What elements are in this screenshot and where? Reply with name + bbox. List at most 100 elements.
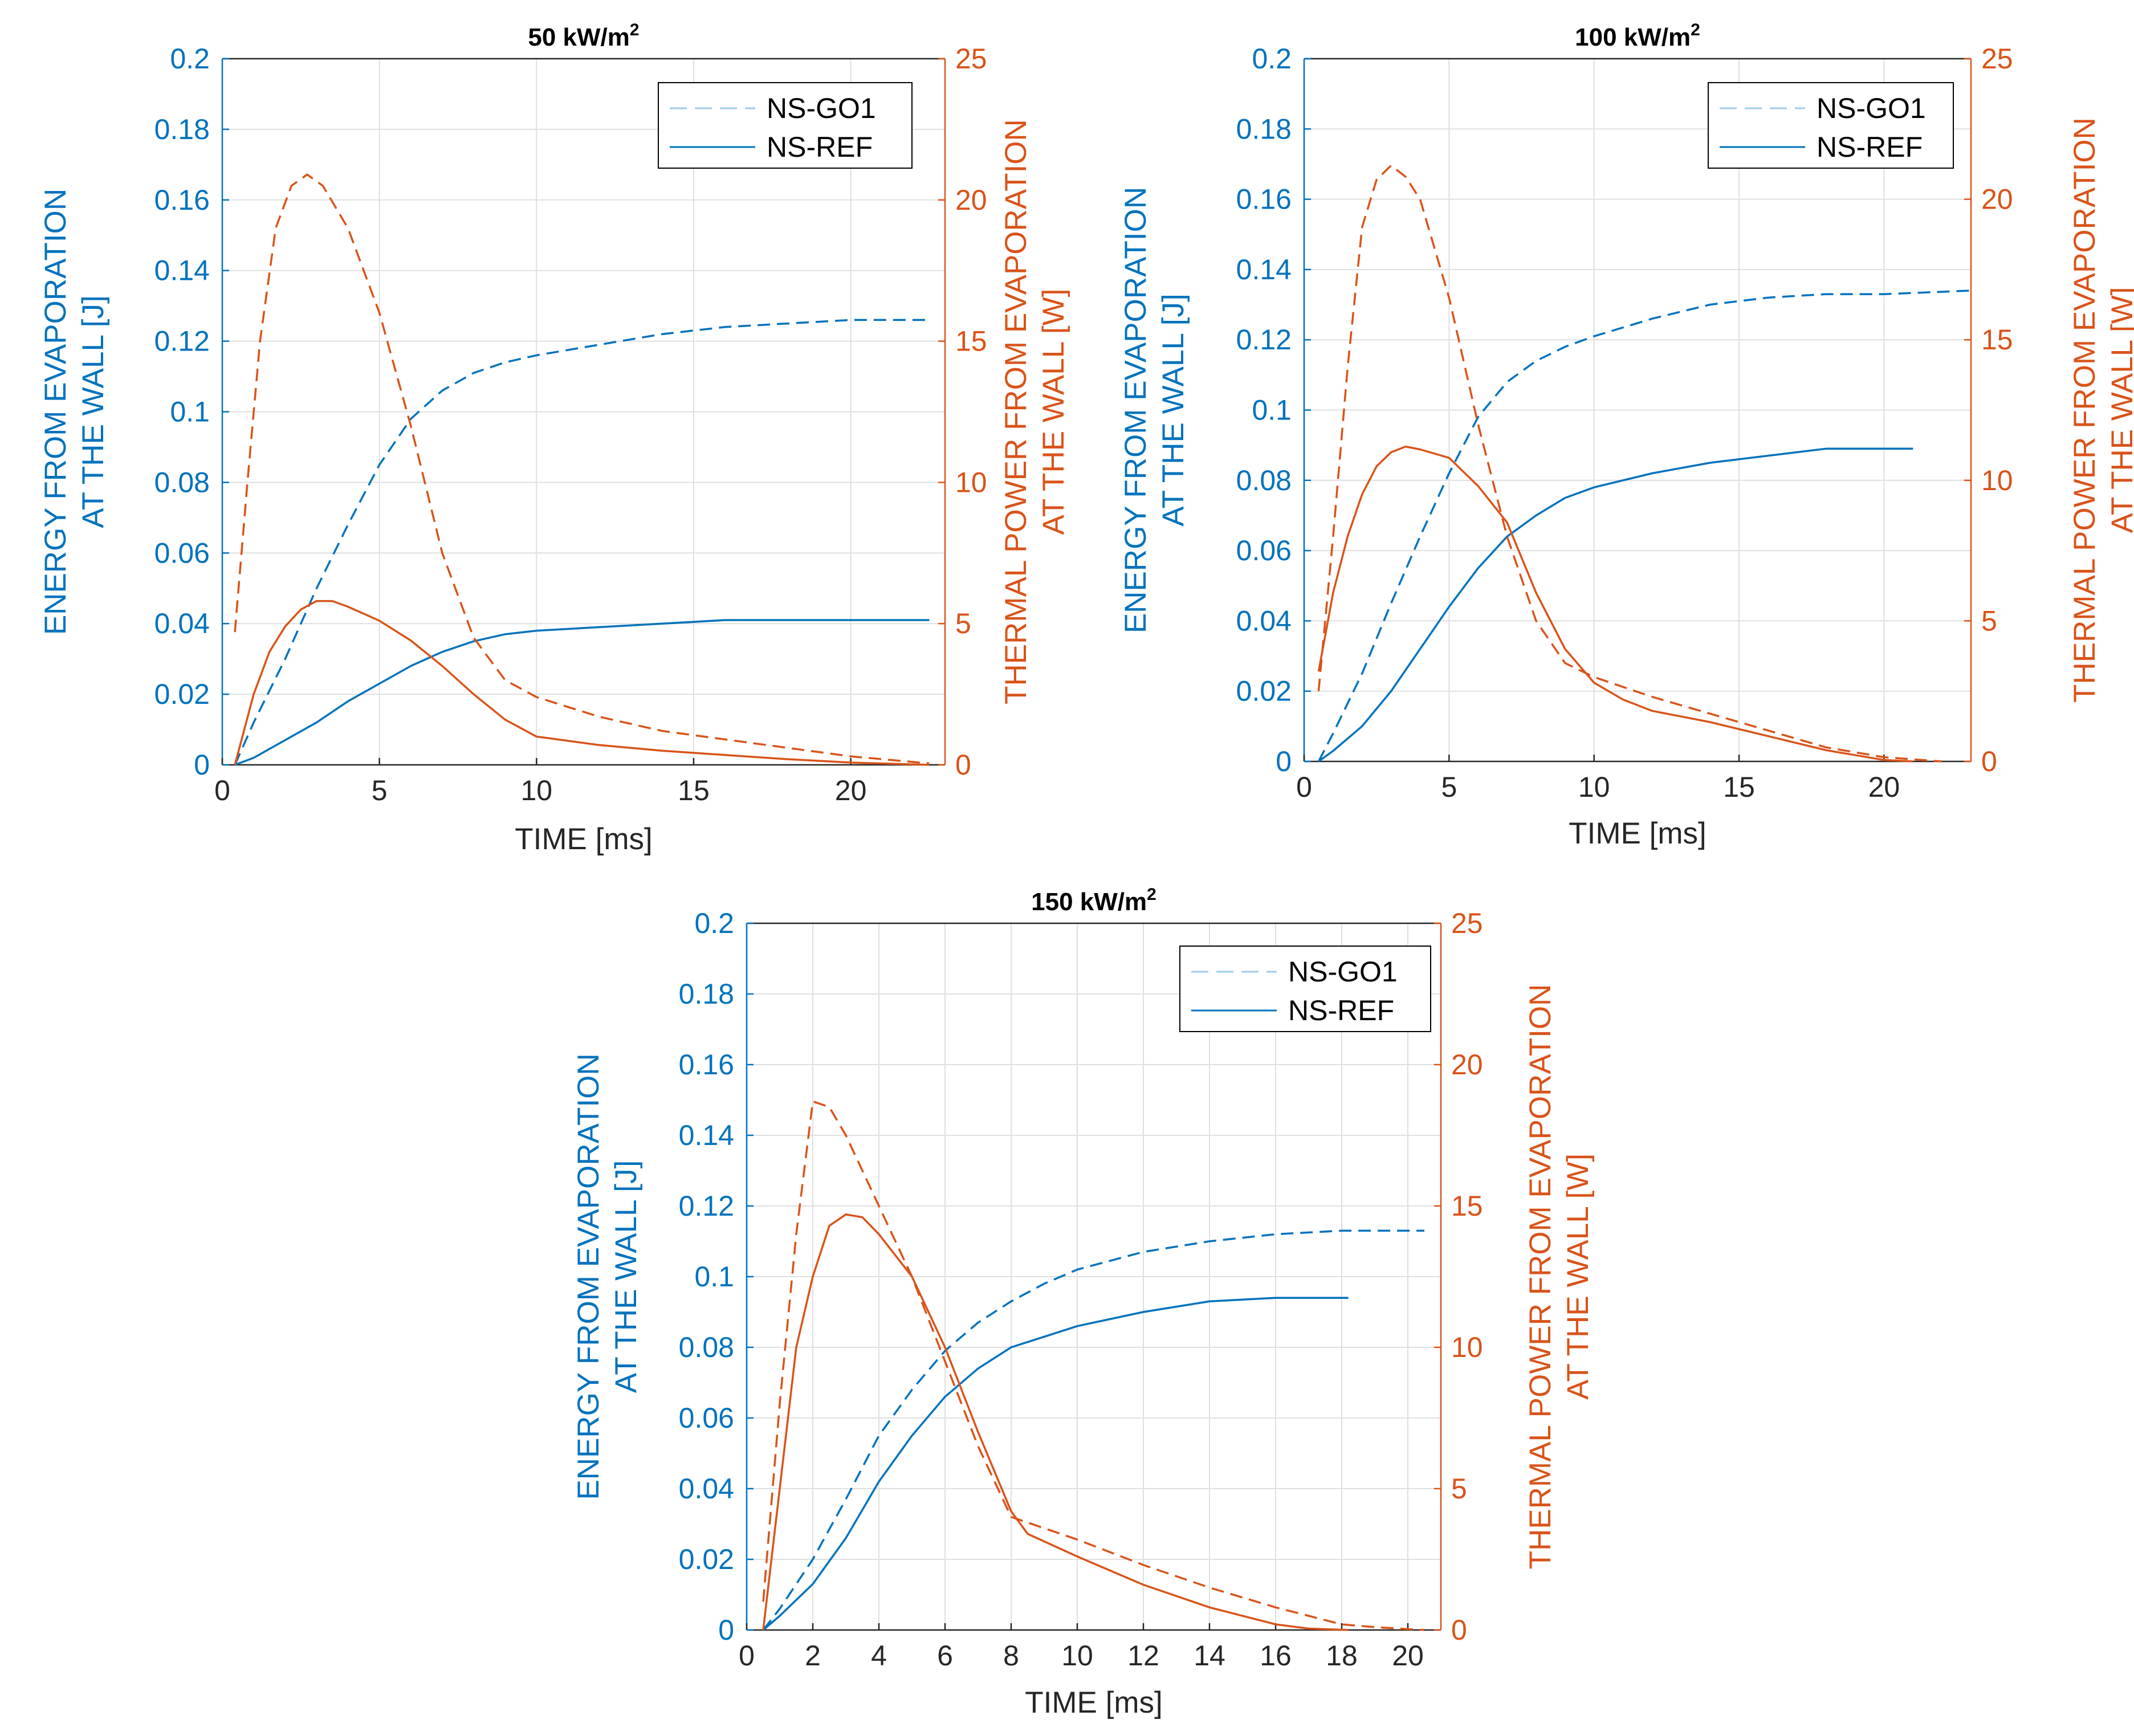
series-line-ns-go1-energy [234,319,930,765]
x-tick-label: 10 [1061,1640,1093,1672]
x-tick-label: 0 [739,1640,755,1672]
y-right-tick-label: 15 [955,325,987,357]
y-left-tick-label: 0.14 [154,255,210,287]
y-axis-right-label: THERMAL POWER FROM EVAPORATION AT THE WAL… [2068,117,2134,703]
series-line-ns-go1-power [1317,164,1942,763]
chart-title: 100 kW/m2 [1575,21,1700,51]
x-tick-label: 10 [1578,771,1610,803]
y-left-tick-label: 0.2 [170,43,210,75]
series-line-ns-go1-power [762,1100,1425,1631]
y-left-tick-label: 0 [194,749,210,781]
y-left-tick-label: 0.04 [154,608,210,639]
legend: NS-GO1 NS-REF [658,82,913,169]
y-right-tick-label: 5 [955,608,971,639]
x-tick-label: 2 [805,1640,821,1672]
y-right-tick-label: 25 [1981,43,2013,75]
x-tick-label: 20 [1392,1640,1424,1672]
y-right-tick-label: 5 [1981,605,1997,637]
y-left-tick-label: 0.16 [679,1049,734,1081]
y-left-tick-label: 0.2 [694,907,734,939]
y-left-tick-label: 0.08 [154,466,210,498]
y-right-tick-label: 10 [1981,464,2013,496]
y-left-tick-label: 0.14 [679,1119,734,1151]
series-line-ns-go1-energy [762,1229,1424,1631]
chart-panel-3: 0 2 4 6 8 10 12 14 16 18 20 0 0.02 0.04 0.06 0.08 0.1 0.1… [572,885,1595,1719]
y-left-tick-label: 0.2 [1252,43,1292,75]
y-axis-left-label: ENERGY FROM EVAPORATION AT THE WALL [J] [572,1053,643,1499]
y-right-tick-label: 20 [1981,184,2013,215]
legend-label: NS-GO1 [1817,92,1926,124]
y-axis-left-label: ENERGY FROM EVAPORATION AT THE WALL [J] [1119,187,1190,633]
y-left-tick-label: 0.12 [154,325,210,357]
y-right-tick-label: 0 [1451,1614,1467,1646]
y-left-tick-label: 0.04 [679,1473,734,1505]
y-right-tick-label: 10 [955,466,987,498]
y-left-tick-label: 0.02 [679,1543,734,1575]
x-tick-label: 8 [1003,1640,1019,1672]
x-axis-label: TIME [ms] [1569,817,1706,850]
legend: NS-GO1 NS-REF [1179,946,1431,1032]
y-right-tick-label: 20 [955,184,987,216]
legend-box [658,82,913,169]
y-right-tick-label: 25 [1451,907,1483,939]
legend-box [1179,946,1431,1032]
series-line-ns-ref-power [762,1213,1349,1631]
y-right-tick-label: 20 [1451,1049,1483,1081]
y-right-tick-label: 25 [955,43,987,75]
y-left-tick-label: 0.02 [1236,675,1292,707]
series-line-ns-ref-energy [234,619,930,766]
x-tick-label: 16 [1260,1640,1292,1672]
y-left-tick-label: 0.1 [694,1261,734,1293]
y-left-tick-label: 0.08 [1236,464,1292,496]
y-left-tick-label: 0.16 [1236,184,1292,215]
y-left-tick-label: 0.1 [1252,394,1292,426]
x-tick-label: 20 [1868,771,1900,803]
y-left-tick-label: 0.06 [154,537,210,569]
chart-title: 50 kW/m2 [528,21,639,51]
y-axis-left-label: ENERGY FROM EVAPORATION AT THE WALL [J] [39,189,110,635]
x-tick-label: 18 [1326,1640,1358,1672]
y-left-tick-label: 0.18 [154,113,210,145]
legend-label: NS-REF [1817,131,1923,163]
x-tick-label: 0 [1296,771,1312,803]
legend-label: NS-REF [1288,995,1394,1026]
y-left-tick-label: 0 [718,1614,734,1646]
chart-panel-2: 0 5 10 15 20 0 0.02 0.04 0.06 0.08 0.1 0.12 0.14 0.16… [1119,21,2134,850]
y-axis-right-label: THERMAL POWER FROM EVAPORATION AT THE WAL… [999,119,1070,704]
y-left-tick-label: 0.12 [679,1190,734,1222]
y-left-tick-label: 0 [1276,745,1292,777]
y-left-tick-label: 0.06 [679,1402,734,1434]
x-tick-label: 5 [1441,771,1457,803]
series-line-ns-go1-energy [1317,290,1972,762]
y-left-tick-label: 0.12 [1236,324,1292,356]
x-tick-label: 12 [1127,1640,1159,1672]
series-line-ns-ref-power [234,600,930,766]
y-left-tick-label: 0.14 [1236,254,1292,286]
series-line-ns-ref-energy [762,1297,1349,1631]
y-left-tick-label: 0.18 [1236,113,1292,145]
series-line-ns-ref-power [1317,445,1913,763]
x-tick-label: 5 [372,775,388,806]
x-tick-label: 0 [214,775,230,806]
x-tick-label: 15 [678,775,710,806]
y-right-tick-label: 0 [955,749,971,781]
x-tick-label: 20 [835,775,867,806]
series-line-ns-ref-energy [1318,447,1913,763]
chart-panel-1: 0 5 10 15 20 0 0.02 0.04 0.06 0.08 0.1 0.12 0.14 0.16… [39,21,1070,856]
legend-label: NS-GO1 [1288,956,1398,988]
y-left-tick-label: 0.06 [1236,535,1292,567]
y-right-tick-label: 5 [1451,1473,1467,1505]
x-tick-label: 10 [520,775,552,806]
y-left-tick-label: 0.08 [679,1331,734,1363]
y-left-tick-label: 0.18 [679,978,734,1010]
x-tick-label: 15 [1723,771,1755,803]
y-right-tick-label: 0 [1981,745,1997,777]
legend: NS-GO1 NS-REF [1708,82,1954,169]
y-right-tick-label: 15 [1981,324,2013,356]
x-tick-label: 6 [937,1640,953,1672]
chart-title: 150 kW/m2 [1031,885,1156,916]
legend-label: NS-GO1 [767,92,876,124]
y-axis-right-label: THERMAL POWER FROM EVAPORATION AT THE WAL… [1524,984,1595,1570]
series-line-ns-go1-power [234,173,930,765]
